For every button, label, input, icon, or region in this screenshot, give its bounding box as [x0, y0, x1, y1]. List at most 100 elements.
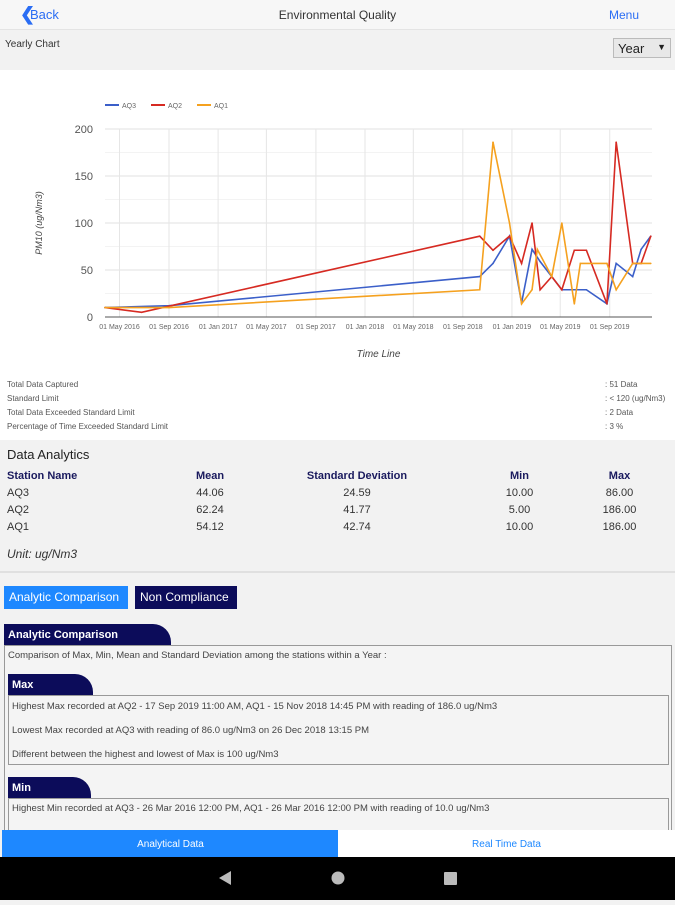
section-title: Data Analytics: [7, 447, 90, 462]
y-tick-label: 0: [87, 312, 93, 324]
non-compliance-button[interactable]: Non Compliance: [135, 586, 237, 609]
x-tick-label: 01 Sep 2019: [590, 324, 630, 331]
data-point: [606, 262, 608, 265]
stat-label: Total Data Captured: [7, 380, 79, 389]
system-nav-bar: [0, 857, 675, 900]
analytic-comparison-button[interactable]: Analytic Comparison: [4, 586, 128, 609]
data-point: [573, 303, 576, 305]
cell: 186.00: [602, 521, 637, 533]
unit-label: Unit: ug/Nm3: [7, 547, 78, 561]
data-point: [561, 222, 563, 224]
data-point: [606, 303, 608, 305]
data-point: [561, 288, 563, 291]
cell: 5.00: [508, 504, 531, 516]
comparison-intro: Comparison of Max, Min, Mean and Standar…: [8, 650, 387, 661]
stat-label: Total Data Exceeded Standard Limit: [7, 408, 135, 417]
home-nav-icon[interactable]: [331, 871, 345, 885]
x-tick-label: 01 May 2016: [99, 324, 140, 331]
divider: [0, 571, 675, 573]
min-header: Min: [8, 777, 91, 798]
column-header: Max: [608, 470, 631, 482]
data-point: [550, 275, 553, 278]
back-nav-icon[interactable]: [219, 871, 231, 885]
cell: 186.00: [602, 504, 637, 516]
recents-nav-icon[interactable]: [444, 872, 457, 885]
cell: 62.24: [196, 504, 224, 516]
stat-value: : 51 Data: [605, 380, 638, 389]
x-axis-title: Time Line: [357, 349, 401, 360]
data-point: [531, 288, 533, 291]
period-select[interactable]: Year ▼: [613, 38, 671, 58]
y-tick-label: 150: [75, 171, 93, 183]
legend-label: AQ2: [168, 103, 182, 110]
data-point: [104, 306, 106, 309]
data-point: [478, 235, 481, 237]
stat-value: : 2 Data: [605, 408, 634, 417]
max-header: Max: [8, 674, 93, 695]
stat-value: : < 120 (ug/Nm3): [605, 394, 666, 403]
x-tick-label: 01 Jan 2018: [346, 324, 385, 331]
column-header: Station Name: [7, 470, 78, 482]
data-point: [539, 260, 541, 263]
data-point: [492, 249, 494, 252]
x-tick-label: 01 Jan 2017: [199, 324, 238, 331]
analytics-table: Station Name Mean Standard Deviation Min Max…: [7, 470, 667, 538]
chart-area: 01 May 2016 01 Sep 2016 01 Jan 2017 01 May …: [0, 70, 675, 440]
table-row: AQ2 62.24 41.77 5.00 186.00: [7, 504, 667, 521]
min-line: Highest Min recorded at AQ3 - 26 Mar 201…: [12, 803, 490, 814]
data-point: [492, 141, 494, 143]
max-line: Highest Max recorded at AQ2 - 17 Sep 201…: [12, 701, 498, 712]
cell: AQ2: [7, 504, 30, 516]
stat-row: Percentage of Time Exceeded Standard Lim…: [7, 422, 669, 436]
top-bar: ❮ Back Environmental Quality Menu: [0, 0, 675, 30]
analytic-comparison-header: Analytic Comparison: [4, 624, 171, 645]
cell: AQ3: [7, 487, 30, 499]
period-select-value: Year: [618, 41, 645, 56]
cell: 42.74: [343, 521, 371, 533]
page-title: Environmental Quality: [278, 8, 397, 22]
data-point: [520, 303, 523, 305]
data-point: [168, 306, 170, 309]
data-point: [615, 288, 617, 291]
y-axis-title: PM10 (ug/Nm3): [34, 191, 44, 255]
chevron-left-icon: ❮: [20, 4, 36, 24]
x-tick-label: 01 May 2017: [246, 324, 287, 331]
column-header: Min: [510, 470, 529, 482]
data-point: [520, 262, 523, 265]
data-point: [631, 275, 634, 278]
data-point: [585, 288, 588, 291]
cell: 10.00: [505, 487, 534, 499]
tab-analytical-data[interactable]: Analytical Data: [2, 830, 339, 857]
stat-row: Total Data Exceeded Standard Limit : 2 Da…: [7, 408, 669, 422]
data-point: [573, 249, 576, 252]
menu-button[interactable]: Menu: [608, 8, 639, 22]
y-tick-label: 200: [75, 124, 93, 136]
stats-list: Total Data Captured : 51 Data Standard Li…: [7, 380, 669, 436]
tab-real-time-data[interactable]: Real Time Data: [338, 830, 675, 857]
data-point: [640, 248, 642, 251]
data-point: [649, 235, 652, 237]
cell: 10.00: [505, 521, 534, 533]
table-header: Station Name Mean Standard Deviation Min Max: [7, 470, 667, 487]
back-label: Back: [30, 7, 59, 22]
chart-label: Yearly Chart: [5, 39, 60, 50]
cell: 24.59: [343, 487, 371, 499]
comparison-panel: Comparison of Max, Min, Mean and Standar…: [4, 645, 672, 838]
line-chart: 01 May 2016 01 Sep 2016 01 Jan 2017 01 May …: [34, 103, 652, 360]
legend-label: AQ3: [122, 103, 136, 110]
cell: 44.06: [196, 487, 224, 499]
stat-row: Standard Limit: < 120 (ug/Nm3): [7, 394, 669, 408]
back-button[interactable]: ❮ Back: [20, 4, 59, 24]
y-tick-label: 100: [75, 218, 93, 230]
table-row: AQ3 44.06 24.59 10.00 86.00: [7, 487, 667, 504]
data-point: [531, 248, 533, 251]
data-point: [536, 248, 539, 251]
y-tick-label: 50: [81, 265, 93, 277]
cell: AQ1: [7, 521, 30, 533]
x-tick-label: 01 May 2018: [393, 324, 434, 331]
data-point: [615, 141, 617, 143]
cell: 54.12: [196, 521, 224, 533]
x-tick-label: 01 May 2019: [540, 324, 581, 331]
data-point: [478, 288, 481, 291]
x-tick-label: 01 Jan 2019: [493, 324, 532, 331]
